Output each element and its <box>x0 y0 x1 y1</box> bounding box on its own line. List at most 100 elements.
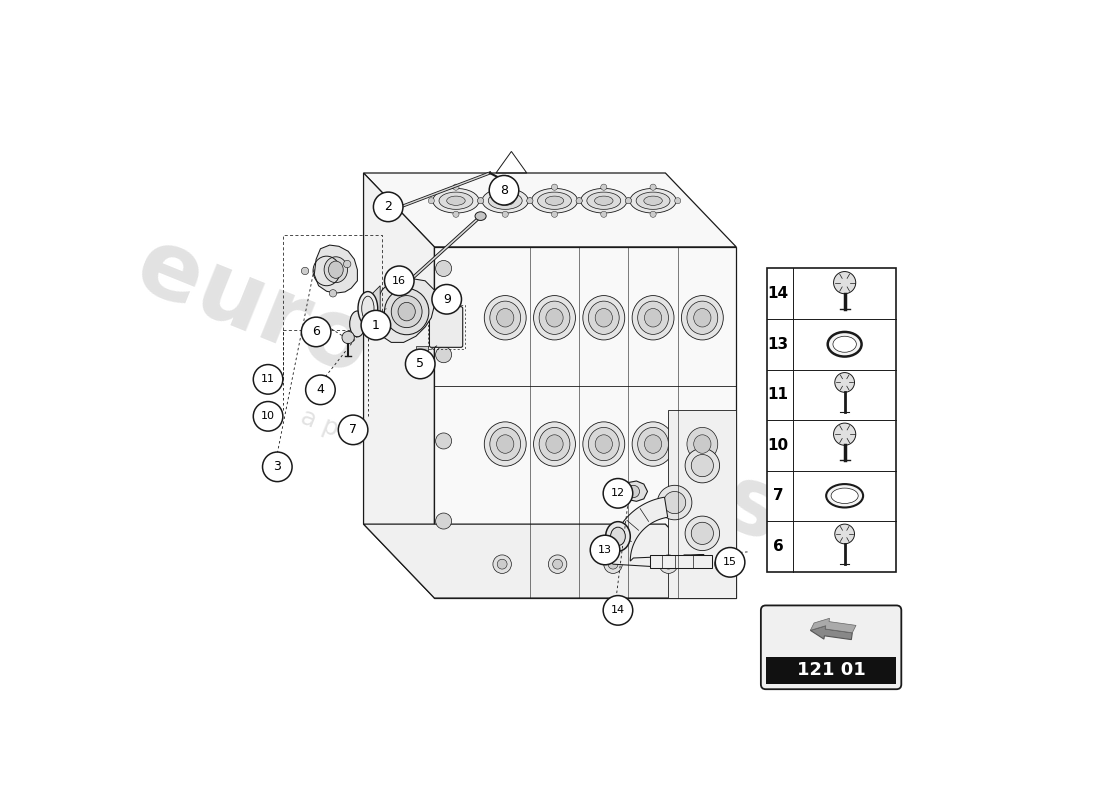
Circle shape <box>301 267 309 274</box>
Circle shape <box>263 452 293 482</box>
Ellipse shape <box>484 422 526 466</box>
Ellipse shape <box>324 257 348 282</box>
Ellipse shape <box>638 301 669 334</box>
Ellipse shape <box>539 301 570 334</box>
Ellipse shape <box>546 196 563 206</box>
Circle shape <box>627 486 639 498</box>
Ellipse shape <box>329 261 343 278</box>
Text: 7: 7 <box>349 423 358 436</box>
Circle shape <box>658 486 692 520</box>
Bar <box>416 346 428 360</box>
Ellipse shape <box>827 332 861 357</box>
Circle shape <box>343 260 351 268</box>
Polygon shape <box>363 173 736 247</box>
Circle shape <box>253 365 283 394</box>
Circle shape <box>436 346 452 362</box>
Ellipse shape <box>385 289 429 334</box>
Polygon shape <box>609 497 704 569</box>
Bar <box>767 657 895 684</box>
Ellipse shape <box>606 522 630 551</box>
Ellipse shape <box>588 301 619 334</box>
Ellipse shape <box>630 188 676 213</box>
Circle shape <box>576 198 582 204</box>
Circle shape <box>502 211 508 218</box>
Circle shape <box>650 184 656 190</box>
Circle shape <box>527 198 534 204</box>
FancyBboxPatch shape <box>761 606 901 690</box>
Ellipse shape <box>644 196 662 206</box>
Text: 15: 15 <box>723 558 737 567</box>
Text: 14: 14 <box>610 606 625 615</box>
Ellipse shape <box>496 435 514 454</box>
Ellipse shape <box>490 301 520 334</box>
Circle shape <box>603 478 632 508</box>
Circle shape <box>551 211 558 218</box>
Polygon shape <box>373 278 434 342</box>
Ellipse shape <box>439 192 473 210</box>
Circle shape <box>339 415 367 445</box>
Polygon shape <box>434 247 736 598</box>
Ellipse shape <box>632 295 674 340</box>
Polygon shape <box>811 618 856 633</box>
Ellipse shape <box>432 188 478 213</box>
Text: 8: 8 <box>500 184 508 197</box>
Circle shape <box>601 211 607 218</box>
Text: 121 01: 121 01 <box>796 662 866 679</box>
Ellipse shape <box>398 302 416 321</box>
Polygon shape <box>315 245 358 293</box>
Circle shape <box>691 522 714 545</box>
Circle shape <box>548 555 566 574</box>
Circle shape <box>834 271 856 294</box>
Text: 6: 6 <box>312 326 320 338</box>
Ellipse shape <box>539 427 570 461</box>
Circle shape <box>625 198 631 204</box>
Circle shape <box>385 266 414 295</box>
Ellipse shape <box>496 196 515 206</box>
Ellipse shape <box>447 196 465 206</box>
Ellipse shape <box>588 427 619 461</box>
Circle shape <box>477 198 484 204</box>
Ellipse shape <box>534 422 575 466</box>
Text: 2: 2 <box>384 200 392 214</box>
Polygon shape <box>363 524 736 598</box>
Polygon shape <box>669 410 736 598</box>
Text: 11: 11 <box>261 374 275 384</box>
Text: 1: 1 <box>372 318 379 332</box>
Text: 9: 9 <box>443 293 451 306</box>
Ellipse shape <box>694 309 711 327</box>
Circle shape <box>604 555 623 574</box>
Ellipse shape <box>632 422 674 466</box>
Bar <box>767 269 896 571</box>
Ellipse shape <box>595 435 613 454</box>
Ellipse shape <box>482 188 528 213</box>
Circle shape <box>663 559 673 569</box>
Ellipse shape <box>546 435 563 454</box>
Circle shape <box>685 448 719 483</box>
Ellipse shape <box>583 295 625 340</box>
Text: 4: 4 <box>317 383 324 396</box>
Ellipse shape <box>645 309 662 327</box>
Ellipse shape <box>546 309 563 327</box>
Ellipse shape <box>636 192 670 210</box>
Circle shape <box>497 559 507 569</box>
Text: 16: 16 <box>393 276 406 286</box>
Circle shape <box>835 373 855 392</box>
Ellipse shape <box>350 311 365 337</box>
Circle shape <box>576 198 582 204</box>
Circle shape <box>477 198 484 204</box>
Circle shape <box>444 293 454 303</box>
Circle shape <box>715 547 745 577</box>
Polygon shape <box>619 481 648 502</box>
Circle shape <box>719 559 729 569</box>
Circle shape <box>436 261 452 277</box>
Ellipse shape <box>416 356 428 363</box>
Ellipse shape <box>595 309 613 327</box>
FancyBboxPatch shape <box>429 306 463 347</box>
Ellipse shape <box>496 309 514 327</box>
Circle shape <box>691 454 714 477</box>
Ellipse shape <box>581 188 627 213</box>
Ellipse shape <box>826 484 864 507</box>
Circle shape <box>608 559 618 569</box>
Ellipse shape <box>610 527 625 546</box>
Circle shape <box>453 211 459 218</box>
